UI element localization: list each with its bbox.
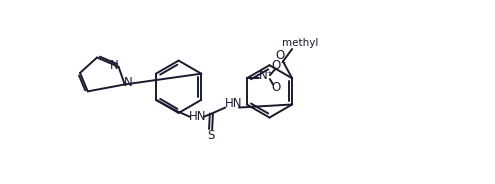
- Text: HN: HN: [189, 109, 206, 123]
- Text: N: N: [109, 59, 118, 72]
- Text: O: O: [275, 49, 285, 62]
- Text: S: S: [207, 129, 214, 142]
- Text: N: N: [123, 76, 132, 89]
- Text: N⁺: N⁺: [258, 70, 273, 82]
- Text: O⁻: O⁻: [271, 59, 287, 72]
- Text: O: O: [271, 81, 281, 94]
- Text: HN: HN: [225, 97, 243, 110]
- Text: methyl: methyl: [282, 38, 318, 48]
